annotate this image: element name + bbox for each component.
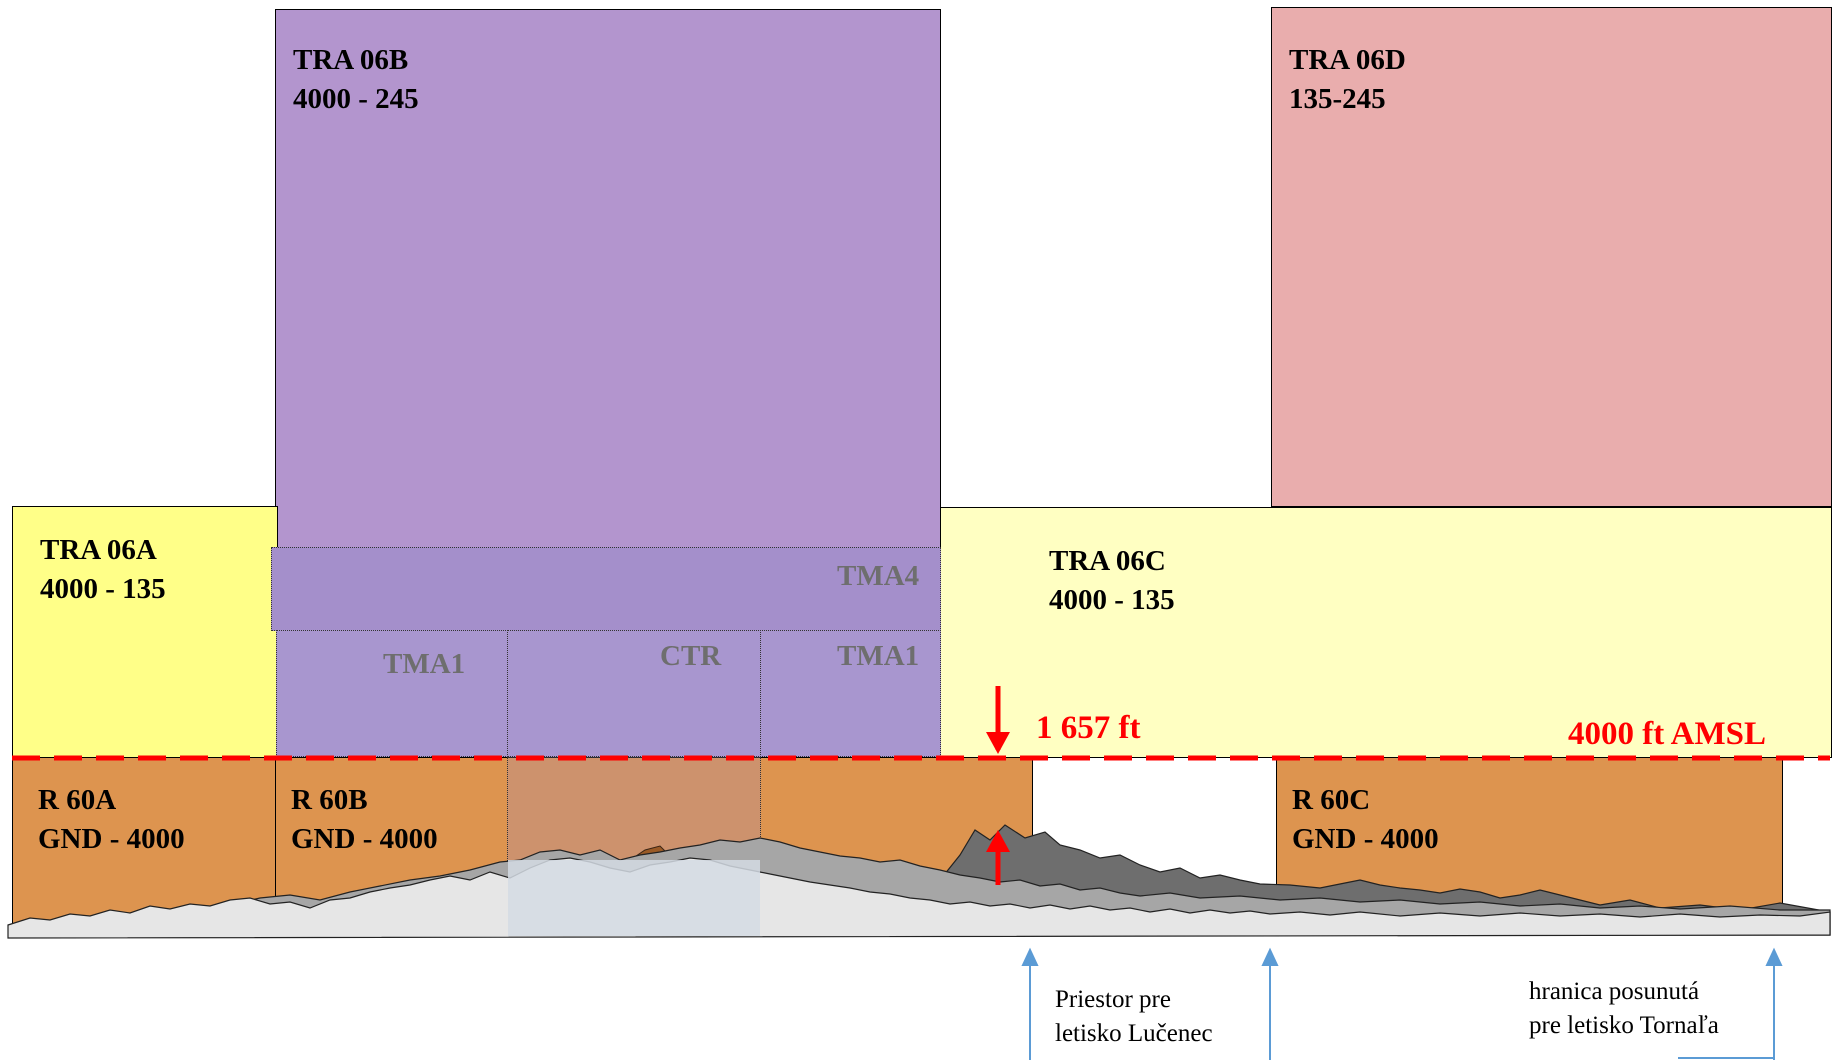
tornala-note: hranica posunutá pre letisko Tornaľa <box>1529 975 1719 1043</box>
r-60a-limits: GND - 4000 <box>38 823 185 855</box>
blue-arrows <box>1021 947 1783 1060</box>
tma4-label: TMA4 <box>837 560 920 592</box>
r-60b-limits: GND - 4000 <box>291 823 438 855</box>
r-60a-name: R 60A <box>38 784 117 816</box>
tornala-note-line2: pre letisko Tornaľa <box>1529 1012 1719 1039</box>
tornala-note-line1: hranica posunutá <box>1529 978 1700 1005</box>
r-60b-label: R 60B GND - 4000 <box>291 781 438 859</box>
tma1-right-label: TMA1 <box>837 640 920 672</box>
tra-06c-limits: 4000 - 135 <box>1049 584 1175 616</box>
arrow-up-head <box>986 830 1010 852</box>
lucenec-note-line1: Priestor pre <box>1055 986 1171 1013</box>
tra-06d-name: TRA 06D <box>1289 44 1406 76</box>
tra-06d-label: TRA 06D 135-245 <box>1289 41 1406 119</box>
height-1657-label: 1 657 ft <box>1036 710 1141 746</box>
tma1-right-zone <box>760 630 941 757</box>
tra-06a-label: TRA 06A 4000 - 135 <box>40 531 166 609</box>
tra-06b-label: TRA 06B 4000 - 245 <box>293 41 419 119</box>
ctr-label: CTR <box>660 640 722 672</box>
ctr-zone <box>507 630 761 757</box>
tma1-left-label: TMA1 <box>383 648 466 680</box>
lucenec-note: Priestor pre letisko Lučenec <box>1055 983 1213 1051</box>
tma1-left-zone <box>276 630 508 757</box>
tra-06b-limits: 4000 - 245 <box>293 83 419 115</box>
tra-06d-limits: 135-245 <box>1289 83 1386 115</box>
tra-06c-label: TRA 06C 4000 - 135 <box>1049 542 1175 620</box>
tra-06a-name: TRA 06A <box>40 534 157 566</box>
r-60c-limits: GND - 4000 <box>1292 823 1439 855</box>
terrain-light <box>7 857 1831 939</box>
r-60a-label: R 60A GND - 4000 <box>38 781 185 859</box>
amsl-4000-label: 4000 ft AMSL <box>1568 716 1766 752</box>
arrow-down-head <box>986 732 1010 754</box>
lucenec-note-line2: letisko Lučenec <box>1055 1020 1213 1047</box>
tra-06c-zone: TRA 06C 4000 - 135 <box>940 507 1832 758</box>
r-60b-name: R 60B <box>291 784 368 816</box>
ctr-ground-tint <box>508 860 760 936</box>
tra-06b-name: TRA 06B <box>293 44 409 76</box>
r-60c-name: R 60C <box>1292 784 1371 816</box>
tra-06c-name: TRA 06C <box>1049 545 1166 577</box>
tra-06d-zone: TRA 06D 135-245 <box>1271 7 1832 507</box>
tra-06a-limits: 4000 - 135 <box>40 573 166 605</box>
r-60c-label: R 60C GND - 4000 <box>1292 781 1439 859</box>
